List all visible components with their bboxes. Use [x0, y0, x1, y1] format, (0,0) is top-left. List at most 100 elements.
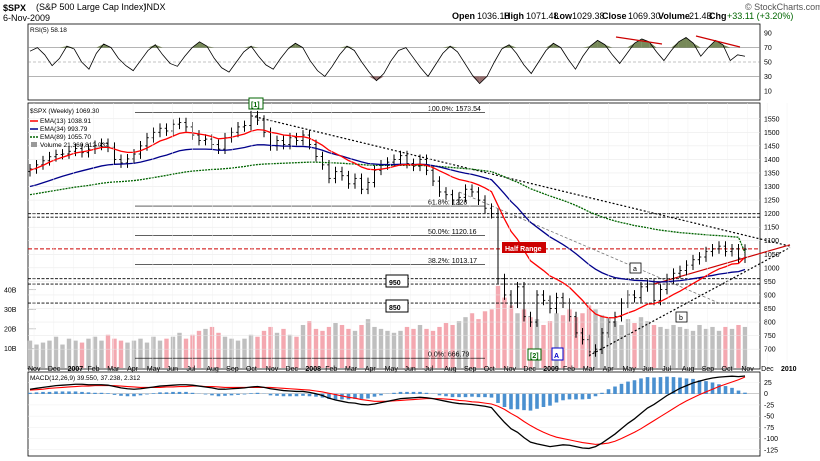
macd-histogram-bar	[288, 393, 292, 397]
volume-bar	[53, 336, 59, 368]
price-tick-label: 1000	[764, 265, 780, 272]
macd-tick-label: -100	[764, 436, 778, 443]
volume-bar	[268, 326, 273, 368]
volume-bar	[521, 309, 527, 368]
volume-bar	[658, 326, 663, 368]
symbol: $SPX	[3, 3, 26, 13]
price-panel-frame	[27, 102, 761, 370]
macd-histogram-bar	[483, 393, 487, 398]
volume-bar	[567, 309, 572, 368]
macd-histogram-bar	[678, 377, 682, 394]
ema89-legend: EMA(89) 1055.70	[40, 134, 91, 141]
volume-bar	[138, 338, 143, 368]
rsi-tick-label: 70	[764, 45, 772, 52]
macd-histogram-bar	[554, 393, 559, 403]
wave-2-box	[527, 348, 542, 361]
macd-histogram-bar	[41, 391, 45, 394]
rsi-tick-label: 90	[764, 31, 772, 38]
x-tick-label: Jul	[187, 366, 196, 373]
price-tick-label: 950	[764, 279, 776, 286]
x-tick-label: 2010	[781, 366, 797, 373]
x-tick-label: Sep	[702, 366, 715, 373]
volume-bar	[619, 324, 624, 368]
volume-bar	[105, 334, 111, 368]
rsi-overbought-fill	[597, 40, 605, 48]
volume-bar	[742, 326, 748, 368]
volume-bar	[34, 344, 39, 368]
exchange: INDX	[144, 2, 166, 12]
macd-histogram-bar	[476, 393, 481, 398]
volume-label: Volume	[658, 11, 690, 21]
macd-histogram-bar	[346, 393, 351, 400]
macd-histogram-bar	[229, 393, 234, 396]
rsi-overbought-fill	[251, 46, 259, 48]
macd-histogram-bar	[28, 392, 32, 394]
volume-tick-label: 20B	[4, 326, 17, 333]
volume-bar	[287, 334, 293, 368]
x-tick-label: Jun	[642, 366, 653, 373]
macd-histogram-bar	[665, 376, 669, 394]
rsi-divergence-line	[615, 36, 663, 45]
fib-level-label: 0.0%: 666.79	[428, 352, 469, 359]
x-tick-label: Aug	[206, 366, 219, 373]
volume-bar	[560, 315, 566, 368]
wave-1-box	[248, 97, 264, 110]
macd-label: MACD(12,26,9) 39.550, 37.238, 2.312	[30, 375, 141, 382]
macd-histogram-bar	[171, 391, 175, 394]
macd-histogram-bar	[743, 392, 747, 394]
volume-bar	[73, 340, 78, 368]
volume-bar	[242, 338, 247, 368]
price-tick-label: 800	[764, 320, 776, 327]
macd-tick-label: 25	[764, 380, 772, 387]
macd-histogram-bar	[717, 384, 721, 394]
rsi-overbought-fill	[442, 46, 451, 48]
volume-bar	[729, 328, 735, 368]
rsi-overbought-fill	[59, 46, 67, 48]
volume-bar	[502, 297, 507, 368]
macd-histogram-bar	[294, 393, 299, 397]
rsi-oversold-fill	[369, 76, 377, 81]
macd-histogram-bar	[671, 377, 676, 394]
macd-histogram-bar	[502, 393, 507, 408]
volume-bar	[515, 313, 520, 368]
volume-bar	[437, 326, 442, 368]
macd-histogram-bar	[340, 393, 344, 400]
volume-bar	[638, 317, 644, 368]
macd-histogram-bar	[398, 391, 403, 394]
level-850-box	[385, 299, 409, 313]
volume-bar	[716, 330, 722, 368]
rsi-overbought-fill	[545, 43, 554, 48]
rsi-panel: 90 70 50 30 10	[28, 31, 772, 95]
x-tick-label: Aug	[682, 366, 695, 373]
macd-histogram-bar	[561, 393, 565, 401]
macd-histogram-bar	[80, 391, 84, 394]
x-tick-label: Dec	[523, 366, 536, 373]
x-tick-label: Mar	[345, 366, 358, 373]
macd-histogram-bar	[509, 393, 513, 410]
x-tick-label: May	[385, 366, 399, 373]
macd-histogram-bar	[138, 393, 143, 396]
macd-histogram-bar	[333, 393, 338, 400]
volume-bar	[216, 332, 221, 368]
macd-histogram-bar	[580, 393, 585, 400]
macd-histogram-bar	[34, 392, 39, 394]
macd-histogram-bar	[639, 378, 643, 394]
volume-bar	[235, 340, 241, 368]
volume-tick-label: 10B	[4, 346, 17, 353]
rsi-divergence-line	[695, 35, 741, 48]
rsi-tick-label: 30	[764, 74, 772, 81]
macd-tick-label: -25	[764, 402, 774, 409]
macd-histogram-bar	[619, 383, 624, 394]
volume-bar	[281, 328, 286, 368]
macd-histogram-bar	[691, 378, 695, 394]
volume-bar	[157, 340, 163, 368]
price-tick-label: 700	[764, 347, 776, 354]
volume-bar	[131, 340, 137, 368]
macd-histogram-bar	[567, 393, 572, 400]
volume-bar	[664, 328, 670, 368]
volume-bar	[430, 330, 436, 368]
macd-tick-label: -50	[764, 414, 774, 421]
rsi-label: RSI(5) 58.18	[30, 27, 67, 34]
macd-histogram-bar	[541, 393, 546, 408]
volume-bar	[469, 313, 475, 368]
